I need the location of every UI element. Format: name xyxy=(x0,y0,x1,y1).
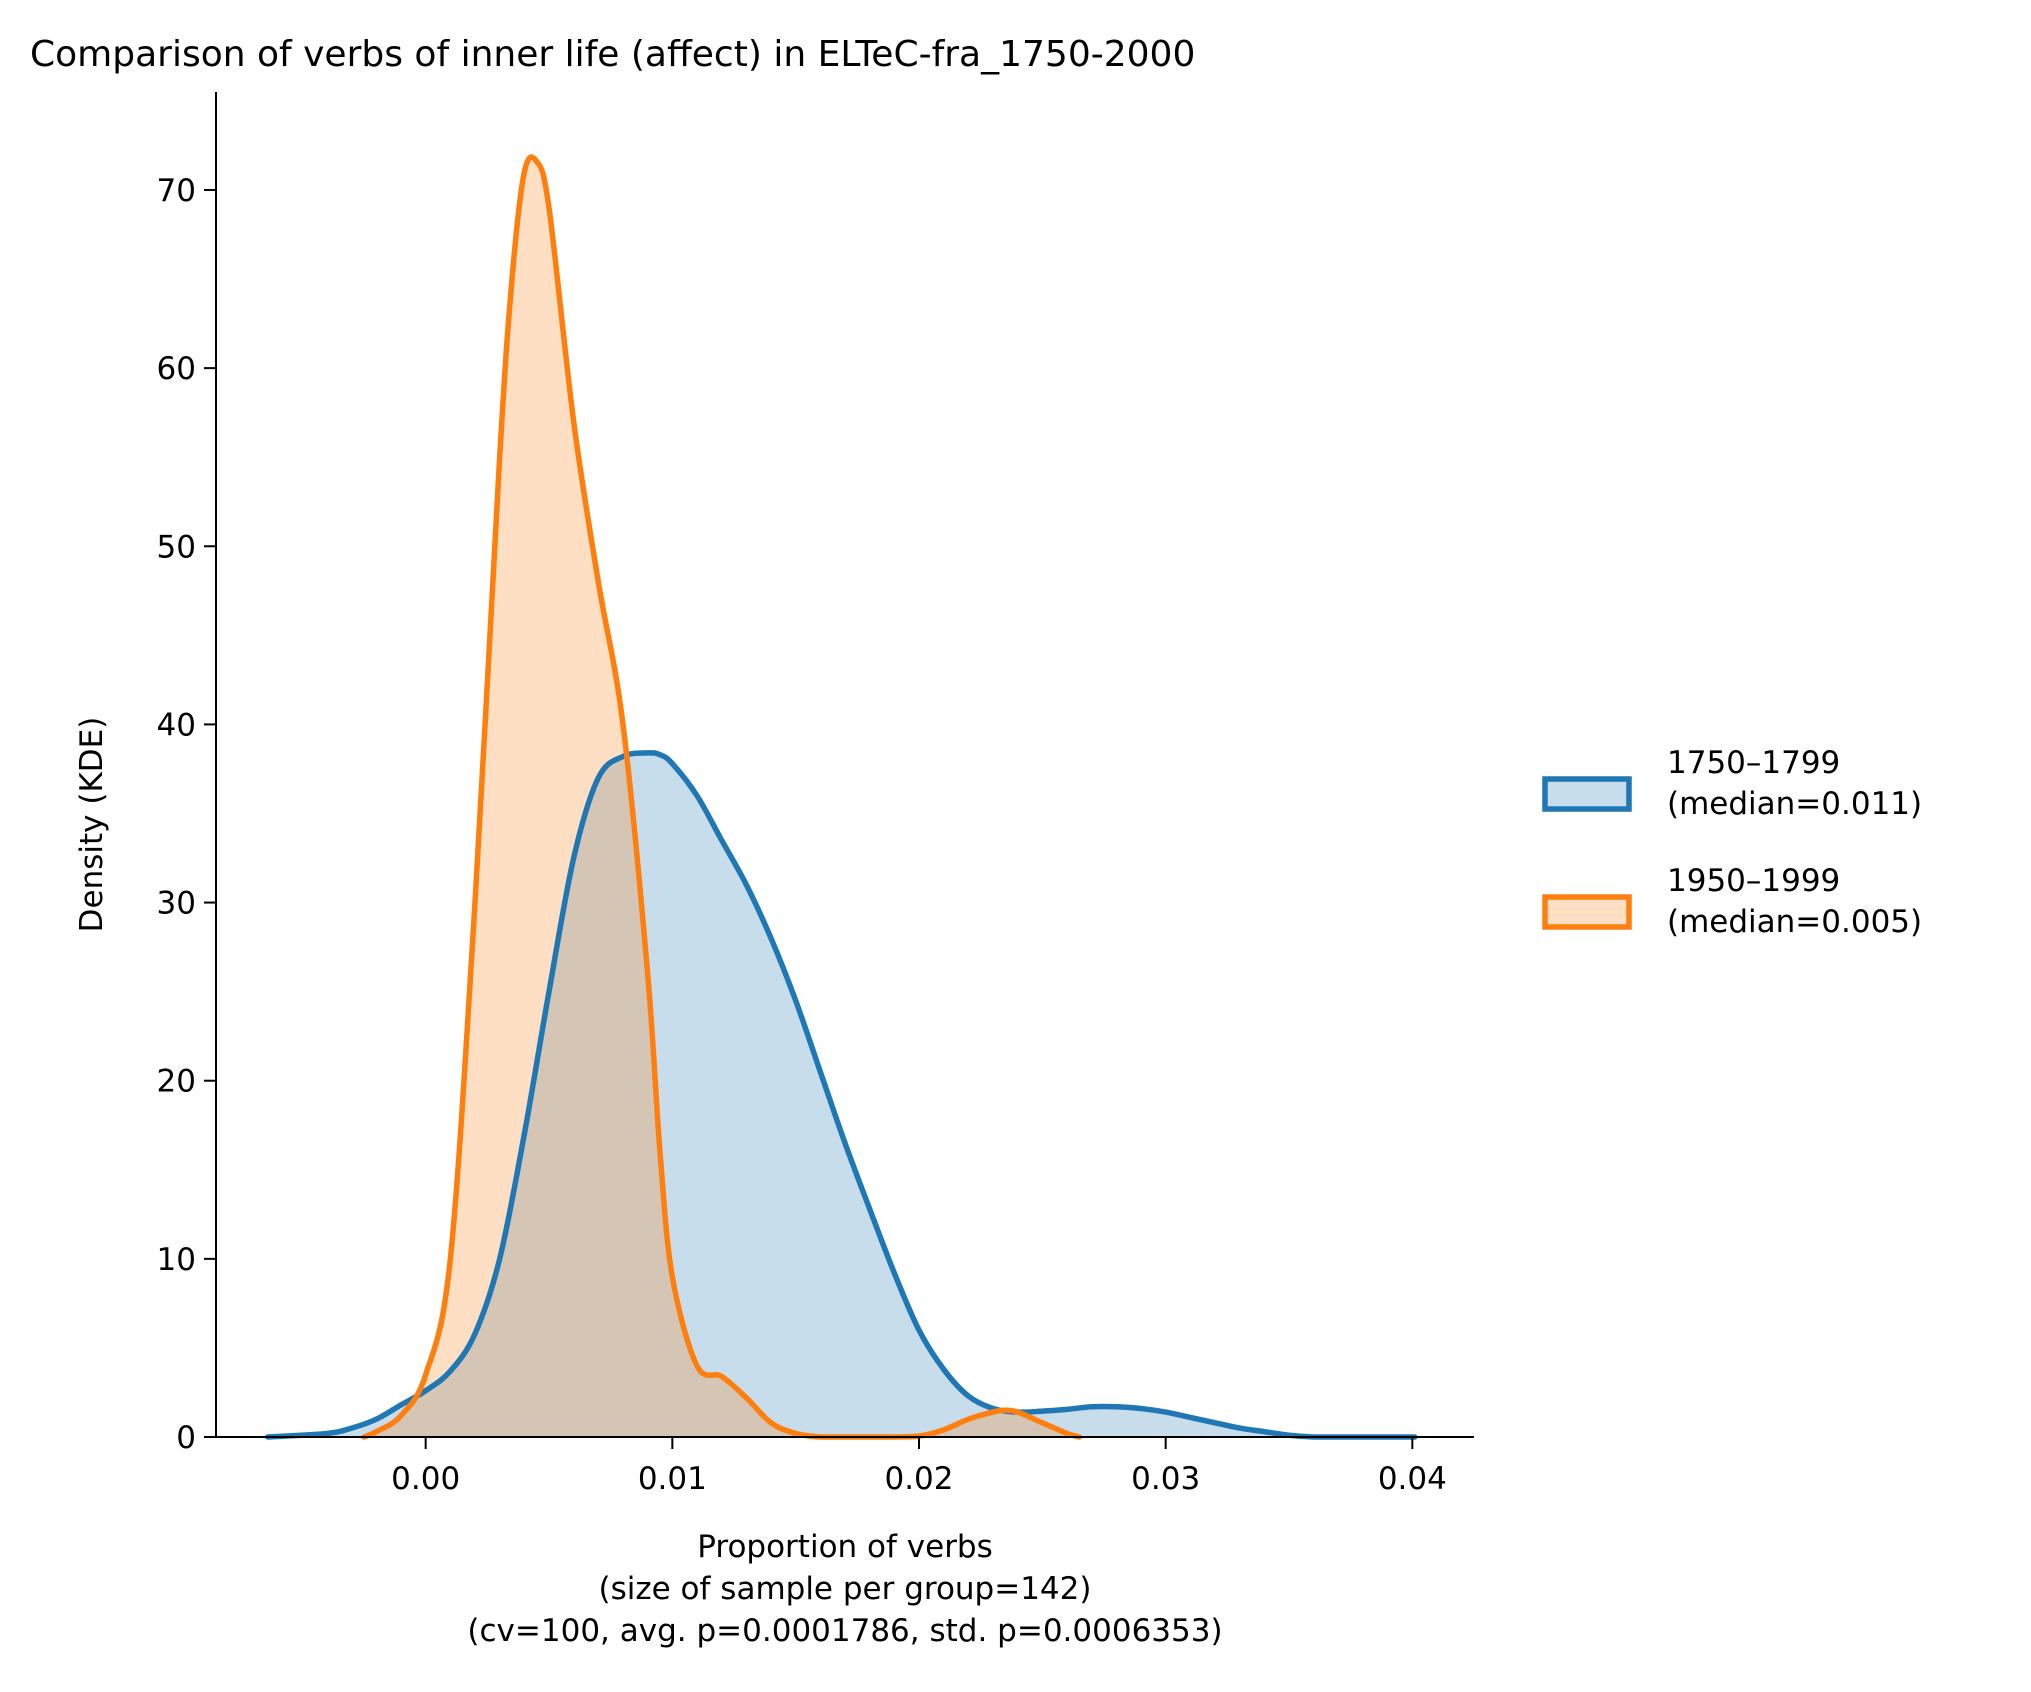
legend-item: 1950–1999 (median=0.005) xyxy=(1542,863,1922,940)
chart-title: Comparison of verbs of inner life (affec… xyxy=(30,34,1195,75)
y-axis-label: Density (KDE) xyxy=(74,717,110,933)
legend-label: 1950–1999 xyxy=(1667,863,1840,899)
y-axis-ticks: 0 10 20 30 40 50 60 70 xyxy=(157,173,216,1456)
x-axis-label-line: (cv=100, avg. p=0.0001786, std. p=0.0006… xyxy=(467,1613,1222,1649)
y-tick-label: 50 xyxy=(157,529,196,565)
series-line-2 xyxy=(361,154,1083,1440)
y-tick-label: 60 xyxy=(157,351,196,387)
legend: 1750–1799 (median=0.011) 1950–1999 (median=… xyxy=(1542,745,1922,940)
x-axis-ticks: 0.00 0.01 0.02 0.03 0.04 xyxy=(391,1437,1447,1497)
series-fills xyxy=(267,157,1415,1438)
x-axis-label-line: (size of sample per group=142) xyxy=(599,1571,1092,1607)
legend-label: (median=0.011) xyxy=(1667,786,1922,822)
x-tick-label: 0.04 xyxy=(1378,1461,1447,1497)
y-tick-label: 0 xyxy=(176,1420,196,1456)
series-area-2 xyxy=(364,157,1080,1438)
y-tick-label: 10 xyxy=(157,1242,196,1278)
x-tick-label: 0.02 xyxy=(884,1461,953,1497)
series-area-1 xyxy=(267,752,1415,1437)
x-tick-label: 0.00 xyxy=(391,1461,460,1497)
x-tick-label: 0.01 xyxy=(638,1461,707,1497)
legend-swatch xyxy=(1542,894,1632,930)
y-tick-label: 70 xyxy=(157,173,196,209)
legend-label: 1750–1799 xyxy=(1667,745,1840,781)
y-tick-label: 30 xyxy=(157,886,196,922)
x-axis-label-line: Proportion of verbs xyxy=(697,1529,993,1565)
legend-swatch xyxy=(1542,776,1632,812)
y-tick-label: 40 xyxy=(157,707,196,743)
series-line-1 xyxy=(265,750,1418,1440)
x-tick-label: 0.03 xyxy=(1131,1461,1200,1497)
x-axis-label: Proportion of verbs (size of sample per g… xyxy=(467,1529,1222,1649)
y-tick-label: 20 xyxy=(157,1064,196,1100)
legend-label: (median=0.005) xyxy=(1667,904,1922,940)
series-lines xyxy=(265,154,1418,1440)
legend-item: 1750–1799 (median=0.011) xyxy=(1542,745,1922,822)
